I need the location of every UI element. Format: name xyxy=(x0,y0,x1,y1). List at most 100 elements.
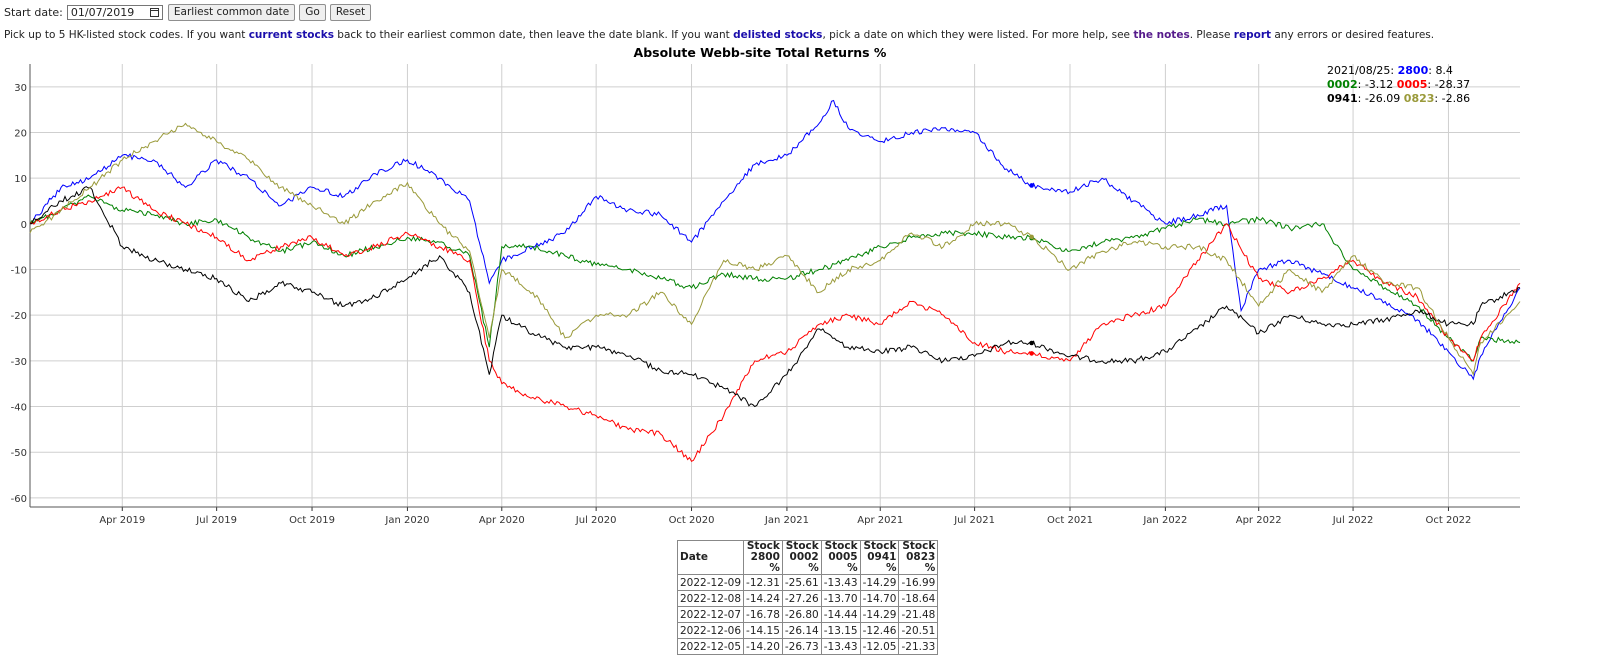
marker-point-0823 xyxy=(1029,234,1034,240)
legend: 2021/08/25: 2800: 8.4 0002: -3.12 0005: … xyxy=(1327,64,1470,105)
value-cell: -13.43 xyxy=(820,638,861,655)
intro-text-part: any errors or desired features. xyxy=(1271,29,1435,41)
start-date-value: 01/07/2019 xyxy=(70,5,135,19)
y-tick-label: -60 xyxy=(11,494,27,505)
go-button[interactable]: Go xyxy=(299,3,326,21)
value-cell: -25.61 xyxy=(781,574,822,591)
x-tick-label: Jan 2020 xyxy=(384,515,429,526)
column-header-part: Stock xyxy=(863,540,897,552)
legend-code-2800: 2800 xyxy=(1398,64,1429,77)
x-tick-label: Apr 2020 xyxy=(479,515,525,526)
value-cell: -26.73 xyxy=(781,638,822,655)
x-tick-label: Jul 2020 xyxy=(575,515,617,526)
column-header-part: 0005 xyxy=(828,551,858,563)
value-cell: -14.24 xyxy=(743,590,783,607)
date-cell: 2022-12-08 xyxy=(676,590,745,607)
legend-value-0941: -26.09 xyxy=(1365,92,1400,105)
value-cell: -20.51 xyxy=(898,622,939,639)
x-tick-label: Jul 2021 xyxy=(953,515,995,526)
grid xyxy=(30,64,1520,507)
intro-text-part: . Please xyxy=(1189,29,1234,41)
value-cell: -12.46 xyxy=(859,622,900,639)
value-cell: -16.78 xyxy=(743,606,783,623)
intro-text: Pick up to 5 HK-listed stock codes. If y… xyxy=(4,29,1434,41)
controls-bar: Start date: 01/07/2019 Earliest common d… xyxy=(4,3,375,21)
series-line-0823 xyxy=(29,122,1521,377)
returns-chart[interactable]: Absolute Webb-site Total Returns % 30 20 1… xyxy=(0,42,1600,532)
legend-sep: : xyxy=(1358,78,1365,91)
column-header-part: 0941 xyxy=(867,551,897,563)
y-tick-label: 30 xyxy=(14,83,27,94)
intro-text-part: , pick a date on which they were listed.… xyxy=(822,29,1134,41)
current-stocks-link[interactable]: current stocks xyxy=(248,29,334,41)
legend-code-0941: 0941 xyxy=(1327,92,1358,105)
column-header-part: % xyxy=(924,562,936,574)
legend-value-0823: -2.86 xyxy=(1442,92,1470,105)
value-cell: -21.33 xyxy=(898,638,939,655)
value-cell: -14.29 xyxy=(859,606,900,623)
date-column-header: Date xyxy=(676,540,745,575)
y-tick-label: -40 xyxy=(11,403,27,414)
value-cell: -13.70 xyxy=(820,590,861,607)
y-tick-label: 20 xyxy=(14,129,27,140)
value-cell: -12.31 xyxy=(743,574,783,591)
axes: 30 20 10 0 -10 -20 -30 -40 -50 -60 Apr 2019 Jul 201… xyxy=(11,64,1520,526)
y-tick-label: 10 xyxy=(14,174,27,185)
series-lines xyxy=(29,99,1521,462)
value-cell: -14.44 xyxy=(820,606,861,623)
value-cell: -18.64 xyxy=(898,590,939,607)
legend-code-0002: 0002 xyxy=(1327,78,1358,91)
column-header-part: % xyxy=(769,562,780,574)
series-line-0941 xyxy=(29,186,1521,408)
value-cell: -13.43 xyxy=(820,574,861,591)
table-row: 2022-12-09 -12.31 -25.61 -13.43 -14.29 -16.99 xyxy=(676,574,939,591)
value-cell: -14.15 xyxy=(743,622,783,639)
marker-point-0005 xyxy=(1029,351,1034,356)
y-tick-label: -10 xyxy=(11,266,27,277)
x-tick-label: Jul 2019 xyxy=(195,515,237,526)
x-tick-label: Jan 2021 xyxy=(764,515,809,526)
y-tick-label: 0 xyxy=(21,220,27,231)
x-tick-label: Jul 2022 xyxy=(1332,515,1374,526)
legend-line-3: 0941: -26.09 0823: -2.86 xyxy=(1327,92,1470,105)
start-date-label: Start date: xyxy=(4,5,63,19)
x-tick-label: Oct 2019 xyxy=(289,515,335,526)
notes-link[interactable]: the notes xyxy=(1133,29,1190,41)
value-cell: -16.99 xyxy=(898,574,939,591)
table-row: 2022-12-08 -14.24 -27.26 -13.70 -14.70 -18.64 xyxy=(676,590,939,607)
legend-sep: : xyxy=(1434,92,1441,105)
intro-text-part: Pick up to 5 HK-listed stock codes. If y… xyxy=(4,29,249,41)
value-cell: -26.14 xyxy=(781,622,822,639)
marker-point-0941 xyxy=(1029,340,1034,346)
column-header-part: % xyxy=(808,562,819,574)
series-line-2800 xyxy=(29,99,1521,381)
date-cell: 2022-12-07 xyxy=(676,606,745,623)
date-cell: 2022-12-06 xyxy=(676,622,745,639)
x-tick-label: Oct 2021 xyxy=(1047,515,1093,526)
x-tick-label: Apr 2022 xyxy=(1236,515,1282,526)
column-header-part: % xyxy=(885,562,897,574)
legend-line-2: 0002: -3.12 0005: -28.37 xyxy=(1327,78,1470,91)
value-cell: -14.70 xyxy=(859,590,900,607)
value-cell: -26.80 xyxy=(781,606,822,623)
column-header-2800: Stock 2800% xyxy=(743,540,783,575)
legend-date: 2021/08/25 xyxy=(1327,64,1390,77)
series-line-0002 xyxy=(29,194,1521,362)
y-tick-label: -50 xyxy=(11,448,27,459)
value-cell: -14.20 xyxy=(743,638,783,655)
legend-value-2800: 8.4 xyxy=(1435,64,1453,77)
calendar-icon[interactable] xyxy=(149,7,159,17)
chart-title: Absolute Webb-site Total Returns % xyxy=(634,45,887,60)
value-cell: -14.29 xyxy=(859,574,900,591)
report-link[interactable]: report xyxy=(1233,29,1272,41)
table-row: 2022-12-06 -14.15 -26.14 -13.15 -12.46 -20.51 xyxy=(676,622,939,639)
reset-button[interactable]: Reset xyxy=(329,3,372,21)
delisted-stocks-link[interactable]: delisted stocks xyxy=(733,29,823,41)
column-header-part: Stock xyxy=(785,540,819,552)
value-cell: -21.48 xyxy=(898,606,939,623)
earliest-common-date-button[interactable]: Earliest common date xyxy=(167,3,296,21)
column-header-part: 0002 xyxy=(789,551,819,563)
start-date-input[interactable]: 01/07/2019 xyxy=(66,4,163,20)
marker-point-2800 xyxy=(1029,183,1034,188)
date-cell: 2022-12-05 xyxy=(676,638,745,655)
